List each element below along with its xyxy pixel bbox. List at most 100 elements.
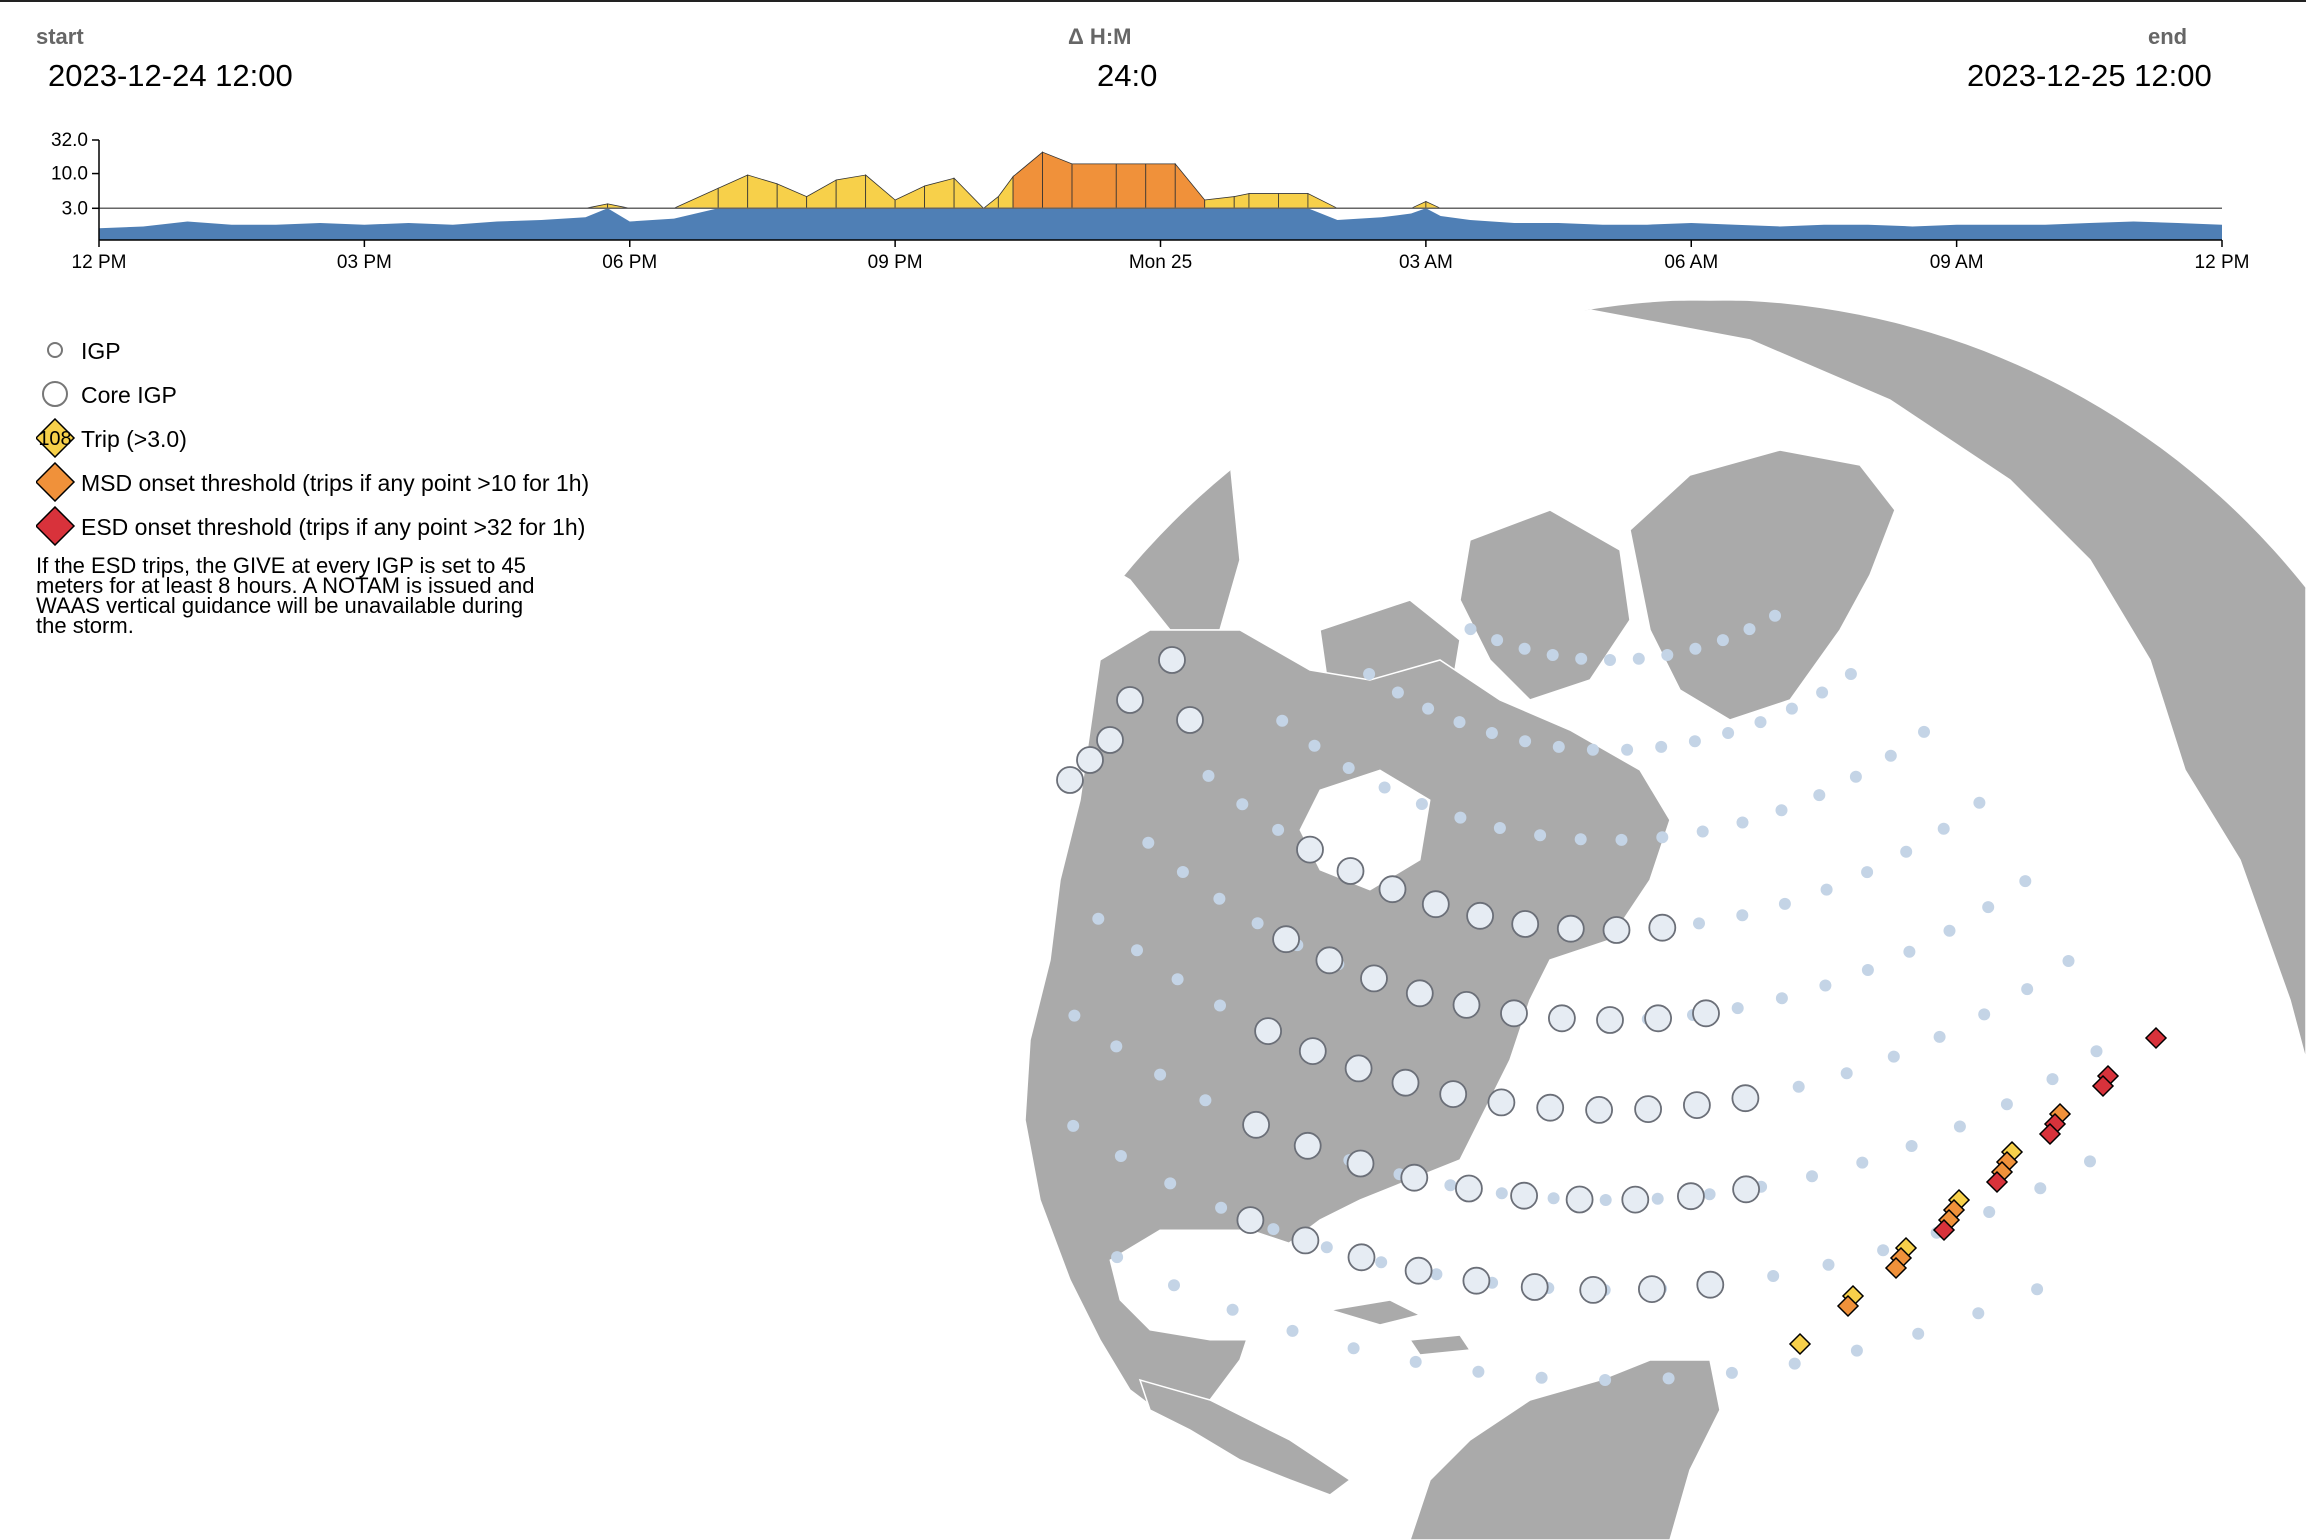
- igp-point: [1943, 924, 1956, 937]
- x-tick-label: 09 PM: [868, 252, 923, 273]
- igp-point: [1110, 1040, 1123, 1053]
- core-igp-point: [1400, 1163, 1429, 1192]
- trip-count: 108: [38, 428, 71, 450]
- igp-point: [1819, 979, 1832, 992]
- igp-point: [1342, 762, 1355, 774]
- core-igp-point: [1536, 1093, 1565, 1122]
- core-igp-point: [1242, 1110, 1271, 1139]
- igp-point: [1599, 1194, 1612, 1206]
- legend-msd: MSD onset threshold (trips if any point …: [36, 462, 676, 506]
- core-igp-point: [1076, 746, 1104, 774]
- core-igp-point: [1315, 946, 1344, 975]
- igp-point: [1775, 992, 1788, 1005]
- series-exceedance-segment: [776, 183, 808, 209]
- igp-point: [1176, 866, 1189, 878]
- esd-diamond-icon: [36, 506, 76, 546]
- igp-point: [1840, 1067, 1853, 1080]
- igp-point: [1703, 1188, 1716, 1201]
- igp-point: [1844, 668, 1857, 680]
- series-exceedance-segment: [1174, 162, 1206, 209]
- igp-point: [2046, 1073, 2059, 1086]
- land-caribbean: [1329, 1299, 1472, 1356]
- igp-point: [1973, 796, 1986, 809]
- trip-diamond-icon: 108: [36, 418, 76, 458]
- core-igp-point: [1466, 901, 1495, 930]
- igp-point: [1792, 1080, 1805, 1093]
- igp-point: [1900, 845, 1913, 858]
- start-label: start: [36, 24, 84, 49]
- igp-point: [1111, 1251, 1124, 1264]
- igp-point: [2034, 1182, 2047, 1195]
- igp-point: [1887, 1050, 1900, 1063]
- igp-point: [1982, 901, 1995, 914]
- core-igp-point: [1291, 1226, 1320, 1255]
- series-exceedance-segment: [997, 175, 1014, 209]
- igp-point: [1599, 1374, 1612, 1386]
- igp-point: [2019, 875, 2032, 888]
- igp-point: [1444, 1179, 1457, 1192]
- core-igp-point: [1158, 646, 1186, 674]
- core-igp-point: [1236, 1206, 1265, 1234]
- igp-point: [1308, 739, 1321, 752]
- igp-point: [1972, 1307, 1985, 1320]
- igp-point: [1754, 716, 1767, 729]
- series-exceedance-segment: [894, 185, 926, 209]
- land-central-america: [1138, 1378, 1352, 1496]
- igp-point: [1651, 1192, 1664, 1205]
- igp-point: [1453, 716, 1466, 729]
- igp-point: [1493, 822, 1506, 834]
- igp-point: [1546, 649, 1559, 661]
- igp-point: [2021, 983, 2034, 996]
- x-tick-label: 06 PM: [602, 252, 657, 273]
- igp-point: [2090, 1045, 2103, 1058]
- trip-marker-esd: [1932, 1218, 1956, 1242]
- legend-igp-label: IGP: [81, 338, 121, 364]
- igp-point: [1534, 829, 1547, 842]
- igp-point: [1464, 623, 1477, 636]
- core-igp-point: [1439, 1080, 1468, 1108]
- core-igp-point: [1692, 999, 1720, 1028]
- trip-marker-esd: [1985, 1170, 2009, 1194]
- core-igp-point: [1293, 1131, 1322, 1160]
- series-exceedance-segment: [1425, 200, 1441, 209]
- igp-point: [1409, 1355, 1422, 1368]
- igp-point: [1472, 1365, 1485, 1378]
- igp-point: [1722, 727, 1735, 739]
- core-igp-point: [1648, 913, 1677, 942]
- core-igp-point: [1454, 1174, 1483, 1203]
- igp-point: [1518, 642, 1531, 655]
- igp-point: [1586, 743, 1599, 756]
- igp-point: [1736, 909, 1749, 922]
- y-tick-label: 3.0: [62, 198, 88, 219]
- core-igp-point: [1452, 991, 1481, 1019]
- trip-marker-msd: [1884, 1256, 1908, 1280]
- core-igp-point: [1511, 910, 1540, 938]
- igp-point: [1454, 811, 1467, 824]
- core-igp-point: [1336, 857, 1365, 885]
- timeline-chart[interactable]: 32.0 10.0 3.0 12 PM 03 PM 06 PM 09 PM Mon 25 03 …: [0, 118, 2306, 288]
- core-igp-point: [1565, 1185, 1594, 1214]
- core-igp-point: [1391, 1068, 1420, 1097]
- igp-point: [1785, 702, 1798, 715]
- igp-point: [1378, 781, 1391, 794]
- core-igp-point: [1254, 1017, 1283, 1045]
- trip-marker-msd: [1836, 1294, 1860, 1318]
- core-igp-layer: [1056, 646, 1760, 1304]
- igp-point: [1068, 1009, 1081, 1022]
- series-exceedance-segment: [953, 177, 985, 209]
- igp-point: [1731, 1002, 1744, 1015]
- core-igp-point: [1500, 999, 1528, 1028]
- igp-point: [2031, 1283, 2044, 1296]
- igp-point: [1164, 1177, 1177, 1190]
- globe-map[interactable]: [990, 300, 2306, 1540]
- igp-point: [1816, 686, 1829, 699]
- delta-label: Δ H:M: [1068, 24, 1132, 49]
- x-tick-label: Mon 25: [1129, 252, 1192, 273]
- x-tick-label: 06 AM: [1664, 252, 1718, 273]
- igp-point: [1375, 1256, 1388, 1269]
- igp-point: [1575, 652, 1588, 665]
- core-igp-point: [1638, 1275, 1666, 1303]
- igp-point: [1767, 1270, 1780, 1282]
- igp-point: [1236, 798, 1249, 811]
- igp-point: [1422, 702, 1435, 715]
